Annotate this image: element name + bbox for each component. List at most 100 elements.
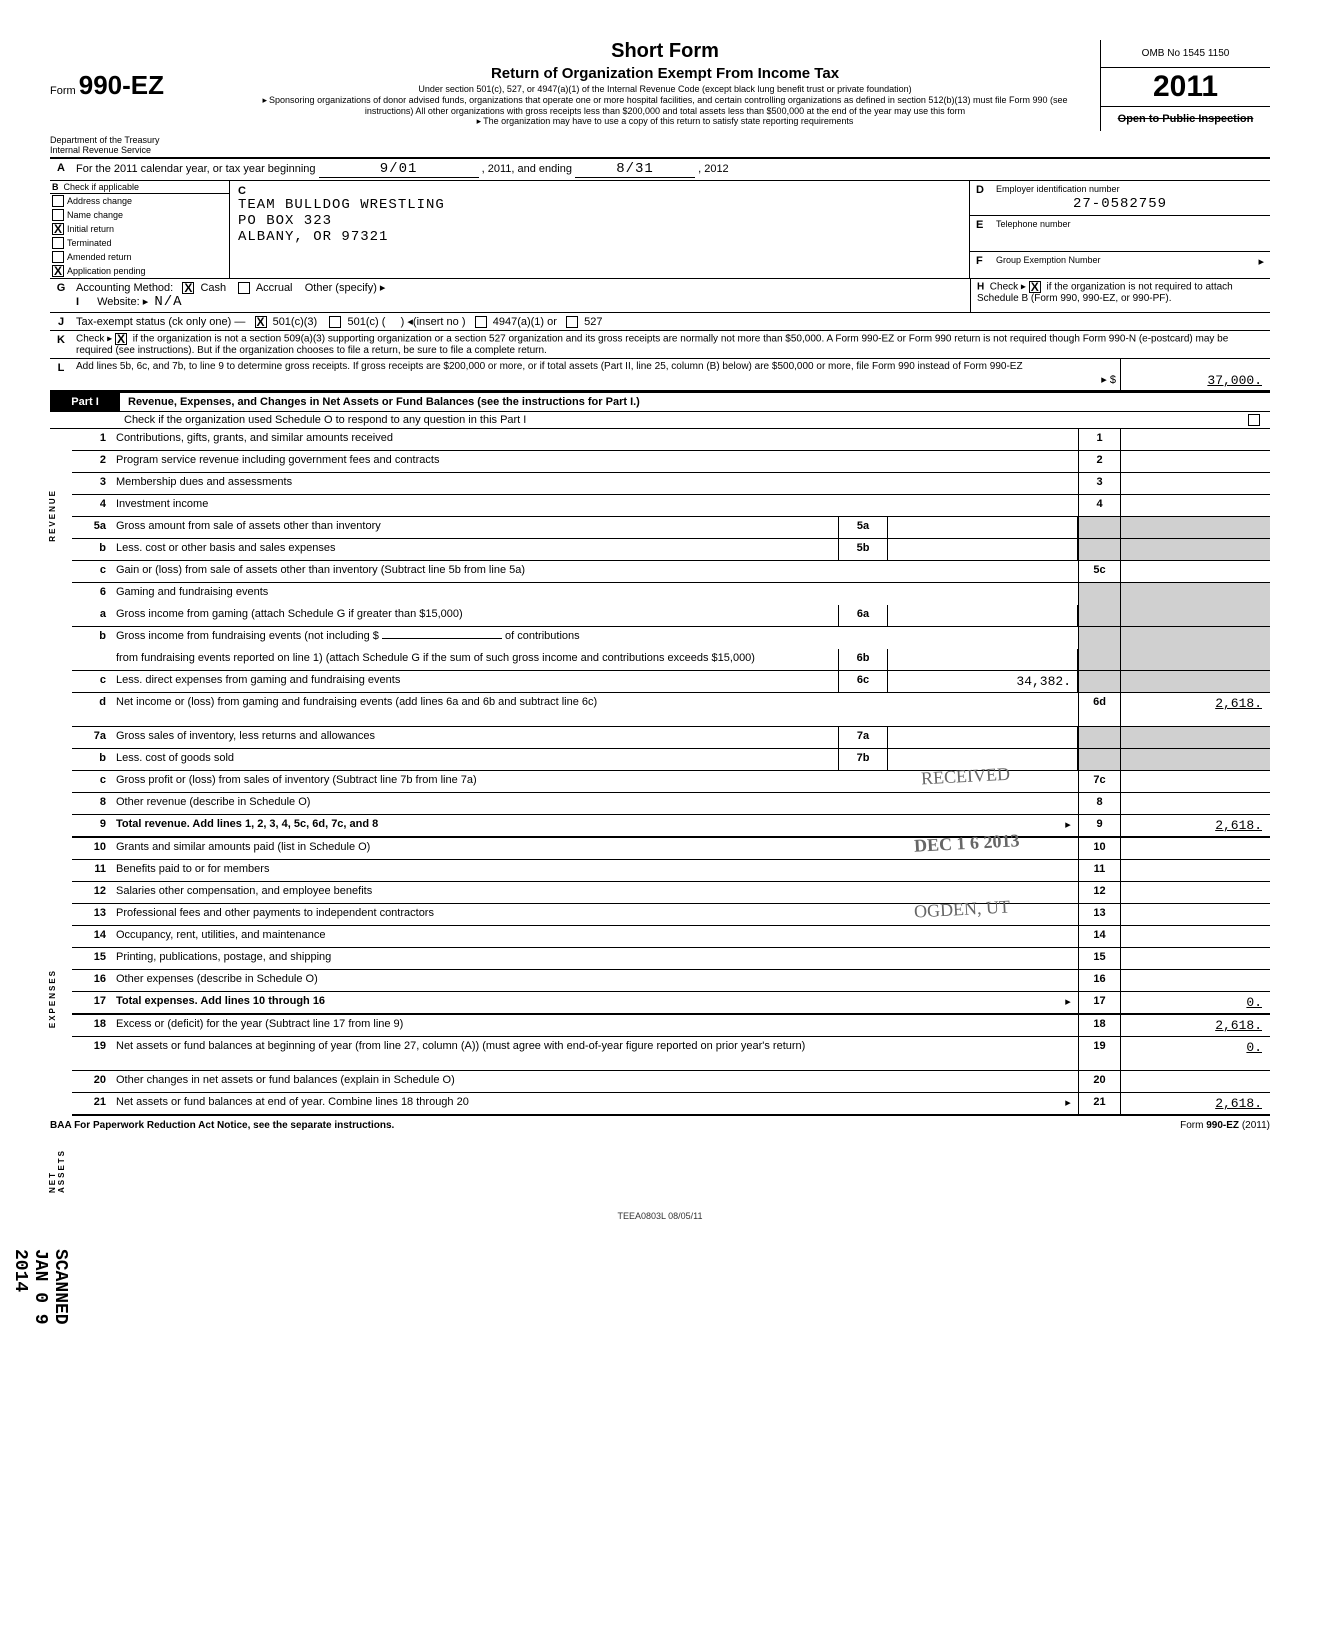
l6b-pre: Gross income from fundraising events (no… <box>116 630 379 642</box>
line-G: Accounting Method: Cash Accrual Other (s… <box>72 279 970 312</box>
side-expenses: EXPENSES <box>48 969 57 1028</box>
j-cother: 501(c) ( <box>347 316 385 328</box>
ein: 27-0582759 <box>976 196 1264 212</box>
cb-address-change[interactable] <box>52 195 64 207</box>
cb-initial-return[interactable] <box>52 223 64 235</box>
part1-check: Check if the organization used Schedule … <box>120 412 1240 428</box>
line-10: Grants and similar amounts paid (list in… <box>112 838 1078 859</box>
dept2: Internal Revenue Service <box>50 145 230 155</box>
line-7b: Less. cost of goods sold <box>112 749 838 770</box>
cb-accrual[interactable] <box>238 282 250 294</box>
line-15: Printing, publications, postage, and shi… <box>112 948 1078 969</box>
org-name: TEAM BULLDOG WRESTLING <box>238 197 961 213</box>
i-label: Website: ▸ <box>97 296 148 308</box>
col-DEF: DEmployer identification number 27-05827… <box>970 181 1270 278</box>
form-label-box: Form 990-EZ Department of the Treasury I… <box>50 40 230 155</box>
under-line: Under section 501(c), 527, or 4947(a)(1)… <box>240 84 1090 95</box>
cb-K[interactable] <box>115 333 127 345</box>
c-label: C <box>238 185 961 197</box>
label-J: J <box>50 313 72 330</box>
col-B: B Check if applicable Address change Nam… <box>50 181 230 278</box>
cb-part1-scho[interactable] <box>1248 414 1260 426</box>
line-18: Excess or (deficit) for the year (Subtra… <box>112 1015 1078 1036</box>
label-L: L <box>50 359 72 390</box>
note1: Sponsoring organizations of donor advise… <box>240 95 1090 117</box>
val-19: 0. <box>1120 1037 1270 1070</box>
a-text: For the 2011 calendar year, or tax year … <box>76 163 316 175</box>
part1-num: Part I <box>50 393 120 411</box>
line-J: Tax-exempt status (ck only one) — 501(c)… <box>72 313 1270 330</box>
side-revenue: REVENUE <box>48 489 57 542</box>
org-addr1: PO BOX 323 <box>238 213 961 229</box>
line-4: Investment income <box>112 495 1078 516</box>
line-7a: Gross sales of inventory, less returns a… <box>112 727 838 748</box>
line-K: Check ▸ if the organization is not a sec… <box>72 331 1270 358</box>
l6b-post: of contributions <box>505 630 580 642</box>
e-label: Telephone number <box>996 219 1071 231</box>
val-21: 2,618. <box>1120 1093 1270 1114</box>
footer-right: Form 990-EZ (2011) <box>1180 1120 1270 1131</box>
cb-527[interactable] <box>566 316 578 328</box>
form-prefix: Form <box>50 85 76 97</box>
website: N/A <box>154 294 182 310</box>
l-value: 37,000. <box>1120 359 1270 390</box>
line-5c: Gain or (loss) from sale of assets other… <box>112 561 1078 582</box>
line-14: Occupancy, rent, utilities, and maintena… <box>112 926 1078 947</box>
line-21: Net assets or fund balances at end of ye… <box>112 1093 1058 1114</box>
j-label: Tax-exempt status (ck only one) — <box>76 316 245 328</box>
line-7c: Gross profit or (loss) from sales of inv… <box>112 771 1078 792</box>
cb-cash[interactable] <box>182 282 194 294</box>
note2: The organization may have to use a copy … <box>240 116 1090 127</box>
line-19: Net assets or fund balances at beginning… <box>112 1037 1078 1070</box>
section-BCDEF: B Check if applicable Address change Nam… <box>50 181 1270 279</box>
org-addr2: ALBANY, OR 97321 <box>238 229 961 245</box>
label-G: G <box>50 279 72 312</box>
j-527: 527 <box>584 316 602 328</box>
line-5a: Gross amount from sale of assets other t… <box>112 517 838 538</box>
label-A: A <box>50 159 72 180</box>
line-6: Gaming and fundraising events <box>112 583 1078 605</box>
a-end: 8/31 <box>575 161 695 178</box>
line-6b2: from fundraising events reported on line… <box>112 649 838 670</box>
open-public: Open to Public Inspection <box>1101 107 1270 131</box>
line-12: Salaries other compensation, and employe… <box>112 882 1078 903</box>
cb-name-change[interactable] <box>52 209 64 221</box>
line-3: Membership dues and assessments <box>112 473 1078 494</box>
line-9: Total revenue. Add lines 1, 2, 3, 4, 5c,… <box>116 818 378 830</box>
footer-center: TEEA0803L 08/05/11 <box>50 1211 1270 1221</box>
g-label: Accounting Method: <box>76 282 173 294</box>
omb: OMB No 1545 1150 <box>1101 40 1270 68</box>
d-label: Employer identification number <box>996 184 1120 196</box>
line-5b: Less. cost or other basis and sales expe… <box>112 539 838 560</box>
footer: BAA For Paperwork Reduction Act Notice, … <box>50 1120 1270 1131</box>
footer-left: BAA For Paperwork Reduction Act Notice, … <box>50 1120 394 1131</box>
b-item-5: Application pending <box>67 266 146 276</box>
line-8: Other revenue (describe in Schedule O) <box>112 793 1078 814</box>
val-6c: 34,382. <box>888 671 1078 692</box>
cb-terminated[interactable] <box>52 237 64 249</box>
cb-amended[interactable] <box>52 251 64 263</box>
line-6d: Net income or (loss) from gaming and fun… <box>112 693 1078 726</box>
cb-501c[interactable] <box>329 316 341 328</box>
cb-4947[interactable] <box>475 316 487 328</box>
cb-H[interactable] <box>1029 281 1041 293</box>
j-insert: ) ◂(insert no ) <box>401 316 466 328</box>
b-item-0: Address change <box>67 196 132 206</box>
part1-body: REVENUE EXPENSES NET ASSETS SCANNED JAN … <box>50 429 1270 1116</box>
label-K: K <box>50 331 72 358</box>
line-2: Program service revenue including govern… <box>112 451 1078 472</box>
b-item-3: Terminated <box>67 238 112 248</box>
cb-501c3[interactable] <box>255 316 267 328</box>
f-label: Group Exemption Number <box>996 255 1101 268</box>
val-17: 0. <box>1120 992 1270 1013</box>
a-mid: , 2011, and ending <box>482 163 572 175</box>
right-top-box: OMB No 1545 1150 2011 Open to Public Ins… <box>1100 40 1270 131</box>
line-6b: Gross income from fundraising events (no… <box>112 627 1078 649</box>
line-17: Total expenses. Add lines 10 through 16 <box>116 995 325 1007</box>
val-18: 2,618. <box>1120 1015 1270 1036</box>
cb-application-pending[interactable] <box>52 265 64 277</box>
subtitle: Return of Organization Exempt From Incom… <box>240 65 1090 82</box>
part1-header: Part I Revenue, Expenses, and Changes in… <box>50 392 1270 412</box>
b-item-4: Amended return <box>67 252 132 262</box>
line-11: Benefits paid to or for members <box>112 860 1078 881</box>
